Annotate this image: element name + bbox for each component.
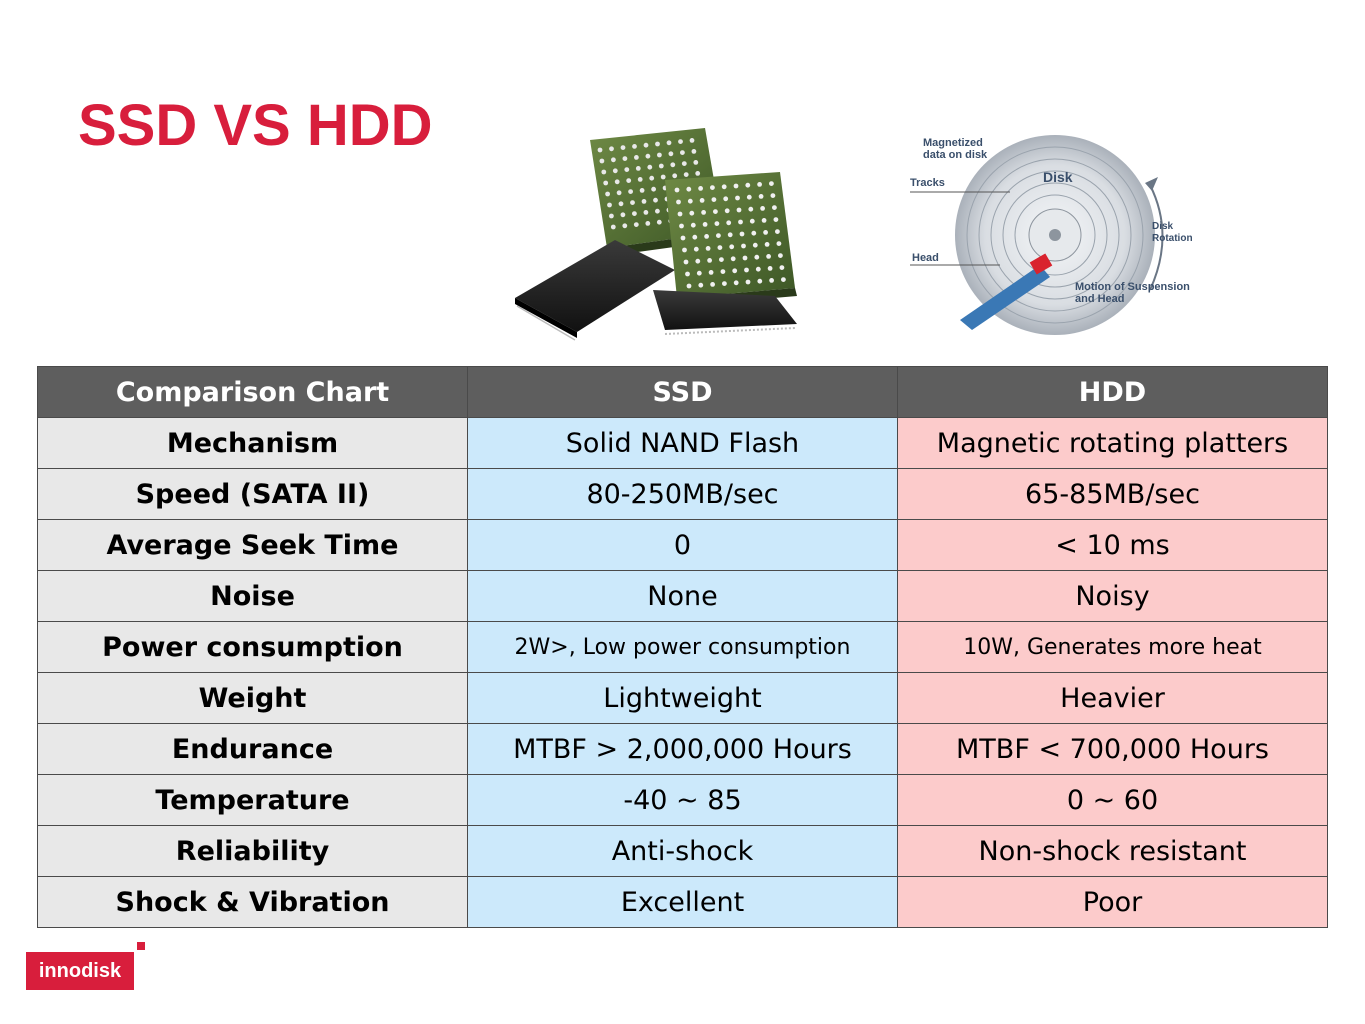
hdd-diagram: Magnetized data on disk Tracks Disk Head …	[900, 125, 1210, 345]
row-label: Noise	[37, 570, 468, 622]
table-row: Shock & Vibration Excellent Poor	[37, 876, 1328, 928]
table-row: Noise None Noisy	[37, 570, 1328, 622]
innodisk-logo: innodisk	[26, 942, 148, 992]
hdd-label-magnetized: Magnetized data on disk	[923, 137, 988, 161]
ssd-cell: Excellent	[467, 876, 898, 928]
header-ssd: SSD	[467, 366, 898, 418]
page-title: SSD VS HDD	[78, 93, 433, 158]
row-label: Reliability	[37, 825, 468, 877]
ssd-cell: 0	[467, 519, 898, 571]
ssd-cell: Solid NAND Flash	[467, 417, 898, 469]
table-row: Average Seek Time 0 < 10 ms	[37, 519, 1328, 571]
table-row: Mechanism Solid NAND Flash Magnetic rota…	[37, 417, 1328, 469]
row-label: Mechanism	[37, 417, 468, 469]
hdd-platter-icon	[910, 135, 1164, 335]
hdd-cell: Magnetic rotating platters	[897, 417, 1328, 469]
hdd-label-disk: Disk	[1043, 169, 1073, 185]
hdd-cell: Heavier	[897, 672, 1328, 724]
hdd-cell: 0 ~ 60	[897, 774, 1328, 826]
hdd-cell: < 10 ms	[897, 519, 1328, 571]
logo-text: innodisk	[26, 952, 134, 990]
header-hdd: HDD	[897, 366, 1328, 418]
hdd-cell: Poor	[897, 876, 1328, 928]
hdd-label-head: Head	[912, 252, 939, 264]
row-label: Average Seek Time	[37, 519, 468, 571]
comparison-table: Comparison Chart SSD HDD Mechanism Solid…	[37, 366, 1328, 928]
logo-square-icon	[137, 942, 145, 950]
ssd-chips-illustration	[515, 128, 797, 341]
row-label: Power consumption	[37, 621, 468, 673]
ssd-cell: Lightweight	[467, 672, 898, 724]
ssd-cell: Anti-shock	[467, 825, 898, 877]
table-row: Speed (SATA II) 80-250MB/sec 65-85MB/sec	[37, 468, 1328, 520]
ssd-cell: None	[467, 570, 898, 622]
ssd-cell: MTBF > 2,000,000 Hours	[467, 723, 898, 775]
ssd-cell: 2W>, Low power consumption	[467, 621, 898, 673]
table-row: Temperature -40 ~ 85 0 ~ 60	[37, 774, 1328, 826]
ssd-cell: -40 ~ 85	[467, 774, 898, 826]
table-row: Reliability Anti-shock Non-shock resista…	[37, 825, 1328, 877]
hdd-label-tracks: Tracks	[910, 177, 945, 189]
hdd-cell: 10W, Generates more heat	[897, 621, 1328, 673]
hdd-label-motion: Motion of Suspension and Head	[1075, 281, 1190, 305]
table-row: Power consumption 2W>, Low power consump…	[37, 621, 1328, 673]
hdd-label-rotation: Disk Rotation	[1152, 221, 1193, 244]
hdd-cell: Non-shock resistant	[897, 825, 1328, 877]
ssd-cell: 80-250MB/sec	[467, 468, 898, 520]
hdd-cell: Noisy	[897, 570, 1328, 622]
table-row: Weight Lightweight Heavier	[37, 672, 1328, 724]
row-label: Temperature	[37, 774, 468, 826]
table-row: Endurance MTBF > 2,000,000 Hours MTBF < …	[37, 723, 1328, 775]
hdd-cell: MTBF < 700,000 Hours	[897, 723, 1328, 775]
row-label: Shock & Vibration	[37, 876, 468, 928]
table-header-row: Comparison Chart SSD HDD	[37, 366, 1328, 418]
row-label: Speed (SATA II)	[37, 468, 468, 520]
row-label: Weight	[37, 672, 468, 724]
header-comparison: Comparison Chart	[37, 366, 468, 418]
hdd-cell: 65-85MB/sec	[897, 468, 1328, 520]
row-label: Endurance	[37, 723, 468, 775]
